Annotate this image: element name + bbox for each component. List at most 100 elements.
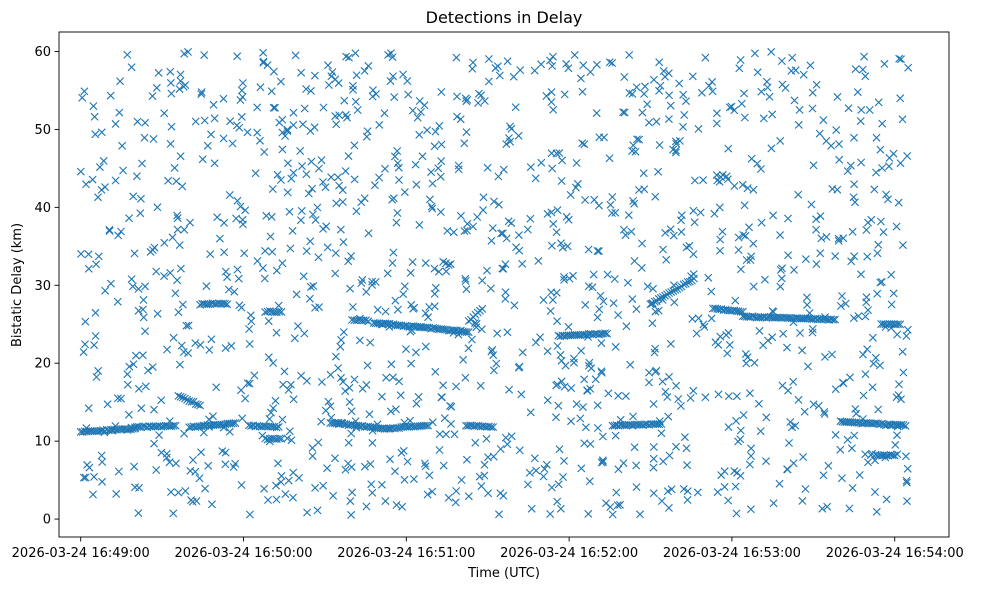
data-point	[245, 340, 254, 348]
data-point	[319, 178, 327, 186]
data-point	[646, 300, 655, 309]
data-point	[350, 175, 359, 184]
data-point	[674, 395, 683, 403]
data-point	[358, 275, 367, 284]
data-point	[296, 216, 305, 225]
data-point	[464, 344, 473, 353]
data-point	[613, 501, 622, 510]
data-point	[430, 142, 439, 151]
data-point	[736, 426, 745, 435]
data-point	[235, 123, 244, 132]
data-point	[893, 422, 902, 431]
data-point	[861, 450, 870, 459]
data-point	[297, 371, 306, 380]
data-point	[543, 396, 552, 405]
data-point	[79, 473, 88, 482]
data-point	[488, 224, 497, 233]
data-point	[125, 362, 134, 371]
data-point	[141, 327, 150, 336]
data-point	[903, 497, 911, 506]
data-point	[345, 398, 354, 407]
data-point	[861, 312, 870, 321]
data-point	[321, 183, 330, 192]
data-point	[547, 288, 556, 297]
data-point	[272, 423, 281, 432]
data-point	[580, 140, 589, 149]
data-point	[106, 279, 115, 288]
data-point	[689, 386, 698, 395]
data-point	[375, 120, 384, 129]
data-point	[894, 320, 902, 329]
data-point	[877, 277, 886, 286]
data-point	[583, 386, 592, 395]
data-point	[783, 343, 791, 352]
data-point	[424, 421, 432, 430]
data-point	[149, 135, 158, 143]
data-point	[683, 461, 692, 470]
data-point	[530, 454, 539, 463]
data-point	[201, 484, 210, 493]
data-point	[281, 132, 290, 140]
data-point	[619, 108, 628, 117]
data-point	[138, 351, 147, 360]
data-point	[425, 303, 434, 311]
data-point	[176, 70, 185, 79]
data-point	[395, 176, 403, 184]
data-point	[559, 473, 567, 481]
data-point	[837, 474, 846, 483]
data-point	[236, 96, 245, 104]
data-point	[415, 220, 424, 229]
data-point	[416, 108, 425, 116]
data-point	[368, 488, 377, 497]
data-point	[421, 462, 430, 471]
data-point	[368, 438, 377, 447]
data-point	[175, 241, 184, 250]
data-point	[745, 389, 754, 398]
data-point	[902, 332, 911, 340]
data-point	[319, 481, 328, 490]
data-point	[347, 510, 356, 519]
data-point	[586, 68, 595, 76]
data-point	[767, 47, 776, 56]
data-point	[480, 97, 489, 105]
data-point	[298, 162, 306, 171]
data-point	[689, 206, 698, 215]
data-point	[560, 273, 568, 281]
data-point	[184, 47, 192, 56]
data-point	[435, 430, 444, 439]
data-point	[291, 51, 300, 60]
data-point	[209, 412, 217, 421]
data-point	[657, 429, 666, 438]
data-point	[496, 445, 505, 453]
data-point	[332, 120, 341, 129]
data-point	[886, 421, 895, 430]
data-point	[153, 309, 162, 318]
data-point	[269, 103, 278, 112]
data-point	[232, 214, 241, 223]
data-point	[607, 209, 616, 217]
data-point	[567, 417, 575, 426]
data-point	[872, 133, 881, 142]
data-point	[341, 465, 350, 474]
data-point	[425, 195, 434, 204]
data-point	[283, 188, 292, 197]
data-point	[274, 459, 282, 468]
data-point	[763, 83, 772, 92]
data-point	[563, 242, 572, 251]
data-point	[423, 126, 432, 135]
data-point	[663, 487, 672, 496]
data-point	[477, 325, 486, 334]
data-point	[225, 191, 234, 199]
data-point	[616, 415, 625, 424]
data-point	[150, 439, 159, 448]
data-point	[467, 335, 476, 344]
data-point	[428, 487, 437, 496]
data-point	[484, 55, 493, 63]
data-point	[283, 125, 292, 134]
data-point	[848, 484, 857, 492]
data-point	[484, 77, 493, 86]
data-point	[712, 119, 721, 128]
data-point	[902, 476, 911, 485]
data-point	[800, 407, 809, 416]
data-point	[816, 212, 825, 221]
